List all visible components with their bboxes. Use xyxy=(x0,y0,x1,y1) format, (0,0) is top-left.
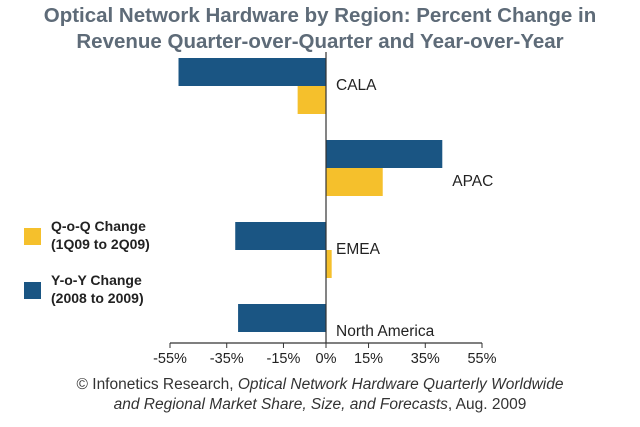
x-tick-label: 15% xyxy=(354,351,383,367)
category-label-cala: CALA xyxy=(336,77,377,94)
source-report-title-part2: and Regional Market Share, Size, and For… xyxy=(113,396,448,413)
legend-label-yoy: Y-o-Y Change xyxy=(51,272,142,288)
source-line-1: © Infonetics Research, Optical Network H… xyxy=(0,375,640,395)
x-tick-label: -55% xyxy=(153,351,187,367)
legend-swatch-yoy xyxy=(24,282,41,299)
bar-yoy-north-america xyxy=(238,304,326,332)
bar-qoq-apac xyxy=(326,168,383,196)
source-suffix: , Aug. 2009 xyxy=(447,396,527,413)
source-line-2: and Regional Market Share, Size, and For… xyxy=(0,395,640,415)
x-tick-label: 0% xyxy=(316,351,337,367)
x-tick-label: -35% xyxy=(210,351,244,367)
bar-qoq-cala xyxy=(297,86,326,114)
legend-label-qoq: Q-o-Q Change xyxy=(51,218,146,234)
x-tick-label: -15% xyxy=(267,351,301,367)
chart-title: Optical Network Hardware by Region: Perc… xyxy=(0,3,640,55)
category-label-apac: APAC xyxy=(452,173,493,190)
category-label-north-america: North America xyxy=(336,323,435,340)
legend-sublabel-yoy: (2008 to 2009) xyxy=(51,290,144,306)
bar-yoy-emea xyxy=(235,222,326,250)
bar-yoy-apac xyxy=(326,140,443,168)
source-citation: © Infonetics Research, Optical Network H… xyxy=(0,375,640,415)
bar-yoy-cala xyxy=(178,58,326,86)
x-tick-label: 35% xyxy=(411,351,440,367)
chart-title-line-1: Optical Network Hardware by Region: Perc… xyxy=(43,4,597,27)
category-label-emea: EMEA xyxy=(336,241,381,258)
chart-title-line-2: Revenue Quarter-over-Quarter and Year-ov… xyxy=(76,30,564,53)
source-prefix: © Infonetics Research, xyxy=(76,376,238,393)
bar-qoq-emea xyxy=(326,250,332,278)
source-report-title-part1: Optical Network Hardware Quarterly World… xyxy=(237,376,564,393)
legend-swatch-qoq xyxy=(24,228,41,245)
legend-sublabel-qoq: (1Q09 to 2Q09) xyxy=(51,236,150,252)
x-tick-label: 55% xyxy=(467,351,496,367)
